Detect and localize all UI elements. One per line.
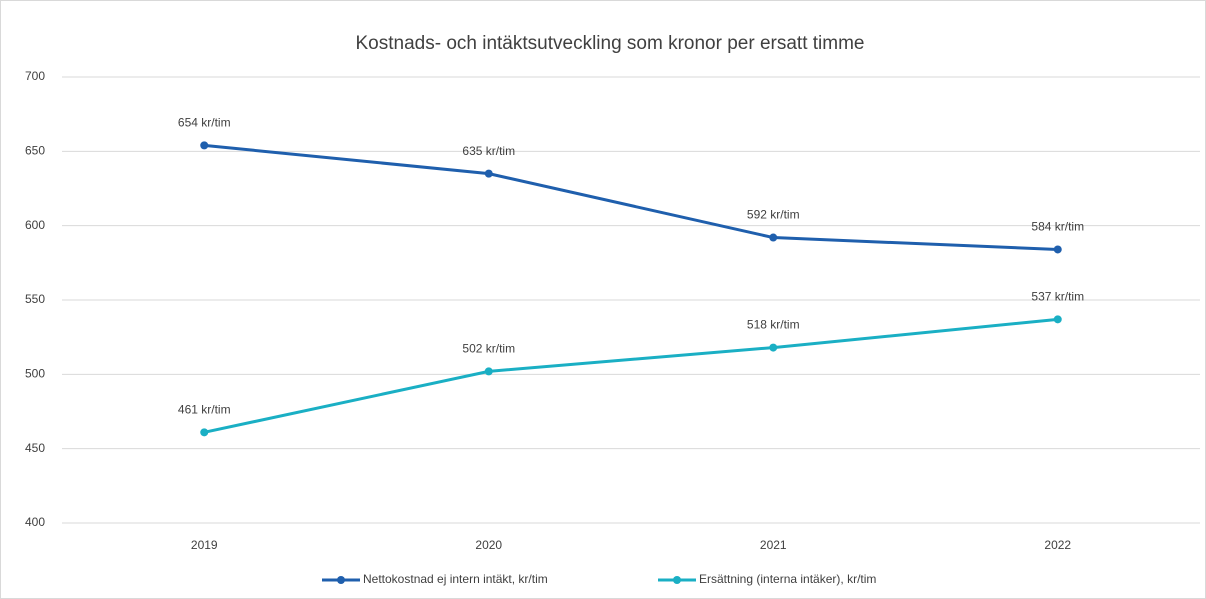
data-point xyxy=(1053,315,1062,324)
data-label: 654 kr/tim xyxy=(178,116,231,130)
x-tick-label: 2022 xyxy=(1044,538,1071,552)
x-tick-label: 2020 xyxy=(475,538,502,552)
data-label: 502 kr/tim xyxy=(462,342,515,356)
legend-label: Ersättning (interna intäker), kr/tim xyxy=(699,572,876,586)
data-point xyxy=(769,233,778,242)
legend-marker xyxy=(337,576,345,584)
data-label: 537 kr/tim xyxy=(1031,289,1084,303)
series-line xyxy=(204,143,1058,251)
y-tick-label: 600 xyxy=(25,218,45,232)
data-label: 584 kr/tim xyxy=(1031,220,1084,234)
y-tick-label: 700 xyxy=(25,69,45,83)
y-tick-label: 550 xyxy=(25,292,45,306)
legend-label: Nettokostnad ej intern intäkt, kr/tim xyxy=(363,572,548,586)
data-label: 635 kr/tim xyxy=(462,144,515,158)
y-tick-label: 400 xyxy=(25,515,45,529)
data-point xyxy=(200,141,209,150)
data-point xyxy=(769,343,778,352)
legend-marker xyxy=(673,576,681,584)
data-label: 518 kr/tim xyxy=(747,318,800,332)
x-tick-label: 2019 xyxy=(191,538,218,552)
data-point xyxy=(484,169,493,178)
data-point xyxy=(484,367,493,376)
data-point xyxy=(200,428,209,437)
data-label: 461 kr/tim xyxy=(178,402,231,416)
chart-title: Kostnads- och intäktsutveckling som kron… xyxy=(356,33,865,54)
y-tick-label: 650 xyxy=(25,144,45,158)
data-label: 592 kr/tim xyxy=(747,208,800,222)
x-tick-label: 2021 xyxy=(760,538,787,552)
y-tick-label: 500 xyxy=(25,367,45,381)
series-line xyxy=(203,317,1058,434)
y-tick-label: 450 xyxy=(25,441,45,455)
data-point xyxy=(1053,245,1062,254)
